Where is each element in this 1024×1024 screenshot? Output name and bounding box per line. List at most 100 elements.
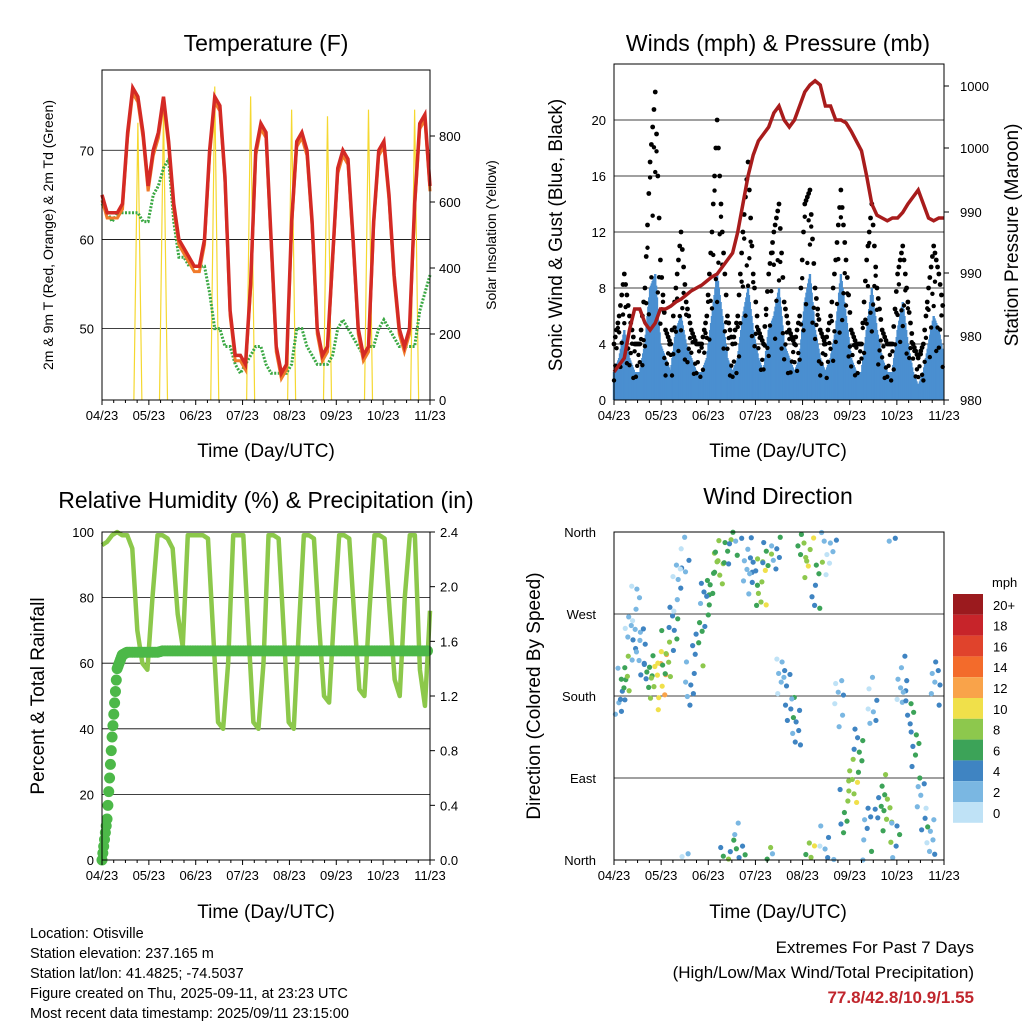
- wind-direction-xtick-label: 04/23: [598, 868, 631, 883]
- direction-point: [650, 653, 656, 659]
- winds-xtick-label: 05/23: [645, 408, 678, 423]
- humidity-xlabel: Time (Day/UTC): [197, 902, 335, 923]
- gust-point: [766, 353, 771, 359]
- gust-point: [682, 282, 688, 287]
- gust-point: [824, 334, 830, 340]
- gust-point: [902, 271, 908, 277]
- gust-point: [678, 328, 684, 333]
- gust-point: [904, 351, 909, 356]
- direction-ytick-label: West: [567, 607, 597, 622]
- direction-point: [846, 788, 852, 794]
- gust-point: [652, 89, 658, 95]
- pressure-ytick-label: 1000: [960, 141, 989, 156]
- direction-point: [908, 729, 914, 735]
- gust-point: [770, 250, 775, 255]
- gust-point: [838, 215, 844, 220]
- direction-point: [844, 818, 850, 824]
- gust-point: [731, 359, 737, 364]
- direction-point: [892, 535, 898, 541]
- direction-point: [808, 854, 814, 860]
- legend-swatch: [953, 594, 983, 615]
- direction-point: [618, 676, 624, 682]
- gust-point: [927, 275, 933, 280]
- gust-point: [926, 285, 931, 291]
- solar-ytick-label: 800: [439, 129, 461, 144]
- gust-point: [844, 275, 850, 280]
- gust-point: [654, 149, 659, 154]
- direction-point: [839, 712, 846, 718]
- gust-point: [931, 303, 936, 309]
- direction-point: [721, 560, 727, 566]
- direction-point: [776, 554, 782, 561]
- direction-point: [847, 768, 853, 774]
- direction-point: [817, 605, 823, 611]
- direction-point: [781, 674, 787, 680]
- gust-point: [653, 169, 658, 175]
- winds-ylabel: Sonic Wind & Gust (Blue, Black): [546, 99, 567, 371]
- gust-point: [640, 362, 645, 368]
- humidity-ytick-label: 100: [72, 525, 94, 540]
- winds-panel: Winds (mph) & Pressure (mb) 0 4 8 12 16 20 980…: [546, 30, 1023, 462]
- direction-point: [812, 582, 819, 588]
- gust-point: [825, 327, 831, 333]
- gust-point: [824, 375, 829, 381]
- direction-point: [926, 848, 933, 854]
- gust-point: [625, 303, 631, 308]
- direction-point: [622, 625, 628, 631]
- precip-point: [105, 745, 117, 757]
- gust-point: [906, 310, 912, 315]
- direction-point: [895, 676, 901, 682]
- winds-title: Winds (mph) & Pressure (mb): [626, 30, 930, 56]
- direction-point: [637, 629, 643, 635]
- direction-point: [811, 602, 818, 608]
- gust-point: [732, 341, 738, 346]
- legend-swatch: [953, 718, 983, 740]
- direction-point: [839, 678, 845, 684]
- direction-point: [741, 558, 747, 564]
- direction-point: [932, 851, 938, 857]
- direction-point: [677, 566, 683, 572]
- gust-point: [829, 318, 835, 324]
- gust-point: [926, 307, 931, 313]
- legend-swatch: [953, 656, 983, 678]
- gust-point: [867, 240, 872, 246]
- gust-point: [641, 338, 646, 343]
- direction-point: [628, 622, 634, 629]
- gust-point: [930, 291, 935, 297]
- humidity-panel: Relative Humidity (%) & Precipitation (i…: [28, 487, 474, 923]
- direction-point: [935, 667, 941, 674]
- humidity-ytick-label: 80: [80, 591, 94, 606]
- direction-point: [840, 692, 847, 698]
- direction-point: [929, 670, 935, 677]
- direction-point: [670, 573, 676, 580]
- direction-point: [636, 595, 643, 601]
- pressure-ytick-label: 980: [960, 393, 982, 408]
- direction-point: [638, 672, 644, 678]
- direction-point: [903, 698, 909, 704]
- direction-point: [788, 706, 794, 712]
- direction-point: [765, 562, 771, 569]
- direction-point: [634, 586, 640, 592]
- winds-xtick-label: 04/23: [598, 408, 631, 423]
- gust-point: [790, 349, 796, 355]
- pressure-line: [612, 78, 944, 374]
- gust-point: [921, 378, 926, 383]
- gust-point: [685, 306, 690, 312]
- direction-point: [824, 551, 830, 558]
- solar-ytick-label: 600: [439, 195, 461, 210]
- gust-point: [899, 308, 904, 313]
- gust-point: [763, 306, 769, 312]
- gust-point: [660, 292, 666, 298]
- solar-spike: [210, 86, 220, 401]
- direction-point: [739, 535, 745, 541]
- direction-point: [749, 579, 755, 585]
- legend-label: 12: [993, 681, 1007, 696]
- direction-point: [774, 656, 780, 662]
- direction-point: [626, 614, 632, 620]
- direction-point: [916, 740, 922, 747]
- latlon-text: Station lat/lon: 41.4825; -74.5037: [30, 966, 244, 982]
- direction-point: [849, 776, 855, 783]
- direction-point: [654, 672, 661, 678]
- wind-direction-panel: Wind Direction NorthEastSouthWestNorth04…: [524, 483, 1017, 923]
